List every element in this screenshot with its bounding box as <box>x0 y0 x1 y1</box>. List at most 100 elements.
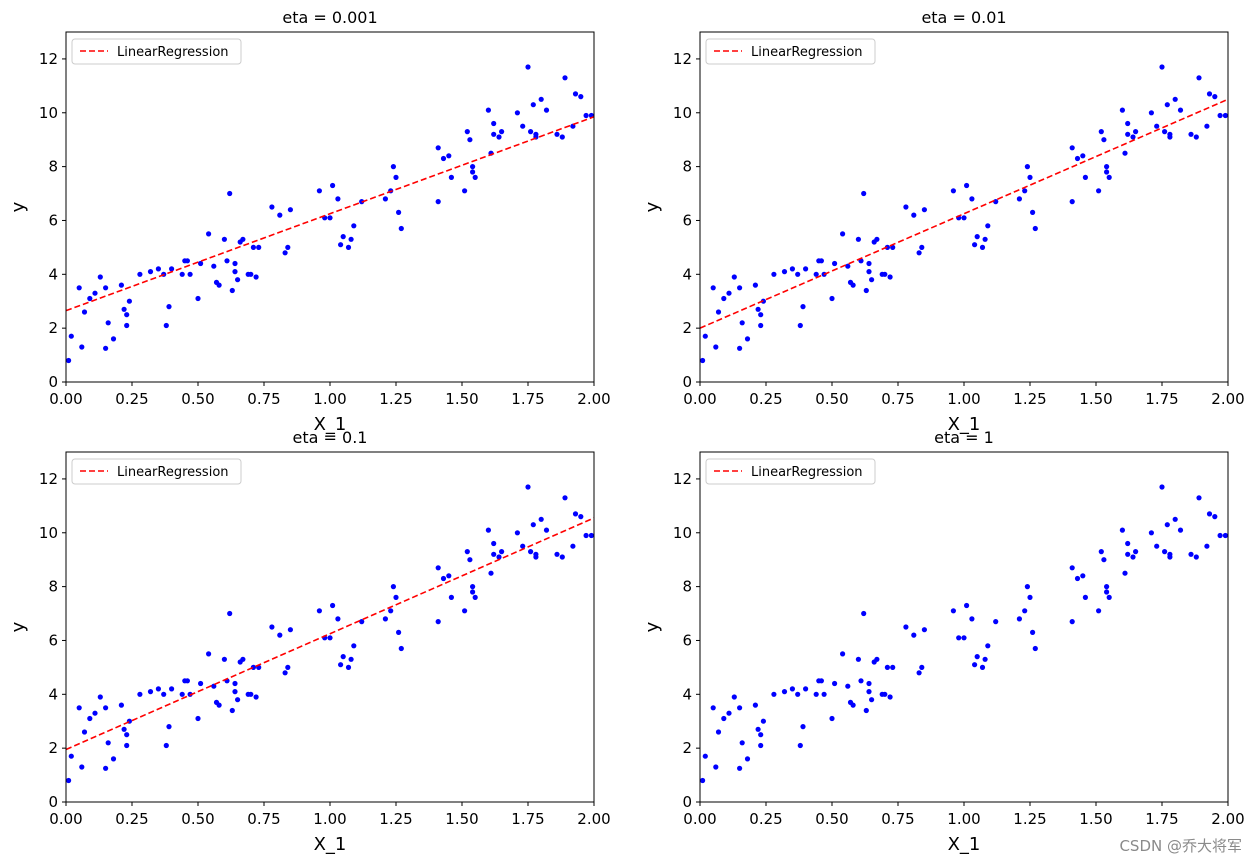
y-axis-label: y <box>8 201 29 212</box>
data-point <box>1027 174 1033 180</box>
data-point <box>739 740 745 746</box>
data-point <box>979 244 986 250</box>
data-point <box>985 643 991 649</box>
data-point <box>68 333 74 339</box>
data-point <box>514 110 521 116</box>
x-tick-label: 0.75 <box>247 390 280 408</box>
data-point <box>330 602 336 609</box>
data-point <box>882 691 888 697</box>
data-point <box>472 174 478 180</box>
data-point <box>755 726 761 732</box>
data-point <box>737 765 743 771</box>
data-point <box>538 516 544 522</box>
data-point <box>840 231 846 237</box>
data-point <box>1101 137 1107 143</box>
x-tick-label: 1.00 <box>947 390 980 408</box>
data-point <box>1016 196 1023 202</box>
data-point <box>739 320 745 326</box>
data-point <box>440 575 447 582</box>
data-point <box>559 554 565 560</box>
data-point <box>446 573 452 579</box>
legend-label: LinearRegression <box>117 465 229 480</box>
data-point <box>1130 554 1136 560</box>
data-point <box>850 282 856 288</box>
chart-title: eta = 1 <box>934 428 994 447</box>
data-point <box>97 274 103 280</box>
data-point <box>890 244 896 250</box>
data-point <box>993 619 999 625</box>
data-point <box>467 557 473 563</box>
data-point <box>118 702 124 708</box>
data-point <box>832 680 838 687</box>
data-point <box>87 715 93 722</box>
data-point <box>758 322 764 329</box>
data-point <box>821 691 827 697</box>
x-tick-label: 1.50 <box>445 810 478 828</box>
data-point <box>338 242 344 248</box>
data-point <box>398 225 404 232</box>
data-point <box>1104 164 1110 170</box>
y-tick-label: 10 <box>39 524 58 542</box>
data-point <box>179 691 185 697</box>
x-tick-label: 1.25 <box>1013 810 1046 828</box>
data-point <box>351 223 357 229</box>
y-tick-label: 4 <box>48 265 58 283</box>
data-point <box>700 777 706 784</box>
data-point <box>1167 551 1173 557</box>
data-point <box>76 705 82 711</box>
data-point <box>287 627 293 633</box>
data-point <box>572 91 579 97</box>
data-point <box>771 271 777 277</box>
x-tick-label: 1.50 <box>445 390 478 408</box>
data-point <box>179 271 185 277</box>
data-point <box>921 627 928 633</box>
data-point <box>195 715 201 722</box>
y-tick-label: 6 <box>48 211 58 229</box>
y-tick-label: 2 <box>682 739 692 757</box>
data-point <box>845 263 851 269</box>
y-tick-label: 10 <box>673 104 692 122</box>
data-point <box>68 753 74 759</box>
data-point <box>229 287 235 294</box>
data-point <box>187 271 193 277</box>
legend-box <box>71 458 242 485</box>
data-point <box>470 589 476 595</box>
data-point <box>81 309 88 315</box>
data-point <box>435 145 441 151</box>
x-tick-label: 1.75 <box>511 390 544 408</box>
data-point <box>1154 123 1160 129</box>
data-point <box>1133 549 1139 555</box>
data-point <box>393 594 399 601</box>
data-point <box>169 266 175 272</box>
x-tick-label: 1.25 <box>1013 390 1046 408</box>
y-tick-label: 8 <box>48 578 58 596</box>
data-point <box>533 551 539 557</box>
data-point <box>396 629 402 636</box>
data-point <box>520 123 526 129</box>
data-point <box>752 702 759 708</box>
data-point <box>1164 102 1170 108</box>
x-tick-label: 0.75 <box>247 810 280 828</box>
data-point <box>797 742 803 749</box>
data-point <box>398 645 404 652</box>
x-tick-label: 2.00 <box>1211 390 1244 408</box>
data-point <box>744 336 751 342</box>
data-point <box>1196 75 1202 81</box>
data-point <box>1167 131 1173 137</box>
data-point <box>1217 112 1223 119</box>
data-point <box>338 662 344 668</box>
data-point <box>485 107 491 113</box>
x-tick-label: 0.50 <box>815 810 848 828</box>
data-point <box>1204 123 1210 129</box>
legend: LinearRegression <box>705 38 876 65</box>
data-point <box>781 689 788 695</box>
data-point <box>464 549 470 555</box>
y-tick-label: 8 <box>682 158 692 176</box>
data-point <box>1032 645 1038 652</box>
data-point <box>464 129 470 135</box>
data-point <box>866 269 872 275</box>
y-tick-label: 10 <box>39 104 58 122</box>
x-tick-label: 1.25 <box>379 810 412 828</box>
data-point <box>232 260 238 267</box>
data-point <box>1212 94 1218 100</box>
